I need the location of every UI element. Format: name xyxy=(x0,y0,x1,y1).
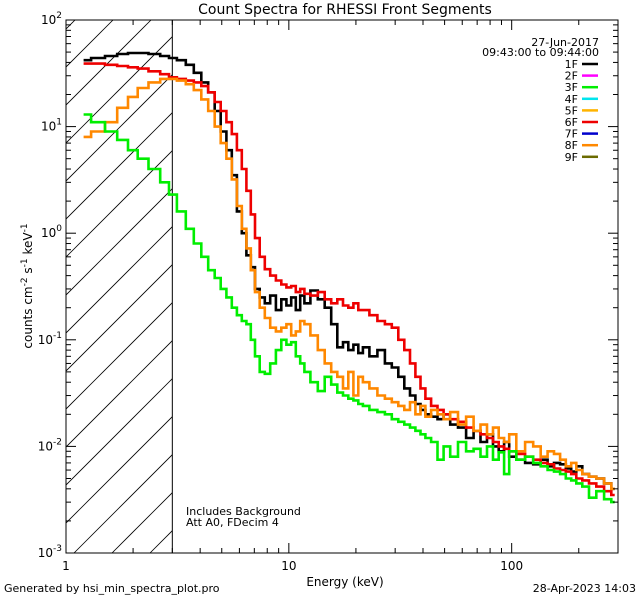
legend-label-5f: 5F xyxy=(565,104,578,117)
y-tick-label: 10-2 xyxy=(38,437,62,453)
hatch-line xyxy=(66,416,173,524)
y-tick-exponent: 0 xyxy=(56,224,62,234)
x-axis-ticks: 1 10 100 xyxy=(62,20,619,573)
hatch-line xyxy=(66,226,173,334)
hatch-line xyxy=(66,74,173,182)
legend-label-7f: 7F xyxy=(565,128,578,141)
data-series-group xyxy=(83,51,615,504)
y-tick-label: 101 xyxy=(41,118,62,134)
hatch-line xyxy=(66,112,173,220)
y-tick-base: 10 xyxy=(41,13,56,27)
hatch-line xyxy=(66,20,114,68)
legend-label-1f: 1F xyxy=(565,58,578,71)
excluded-region-hatch xyxy=(66,20,173,553)
chart-date: 27-Jun-2017 xyxy=(531,36,599,49)
series-line-1f xyxy=(83,51,615,491)
chart-time-range: 09:43:00 to 09:44:00 xyxy=(482,46,599,59)
legend-label-4f: 4F xyxy=(565,93,578,106)
hatch-line xyxy=(66,188,173,296)
series-line-3f xyxy=(83,113,615,504)
legend-label-6f: 6F xyxy=(565,116,578,129)
hatch-line xyxy=(66,378,173,486)
x-tick-label: 100 xyxy=(500,559,523,573)
annotation-attenuator: Att A0, FDecim 4 xyxy=(186,516,279,529)
y-tick-label: 10-1 xyxy=(38,331,62,347)
hatch-line xyxy=(66,150,173,258)
y-tick-exponent: -2 xyxy=(53,437,62,447)
y-tick-base: 10 xyxy=(38,439,53,453)
hatch-line xyxy=(66,36,173,144)
series-line-6f xyxy=(83,62,615,497)
legend-label-3f: 3F xyxy=(565,81,578,94)
hatch-line xyxy=(66,264,173,372)
x-tick-label: 10 xyxy=(281,559,296,573)
hatch-line xyxy=(66,302,173,410)
chart-title: Count Spectra for RHESSI Front Segments xyxy=(198,2,492,18)
y-tick-label: 102 xyxy=(41,11,62,27)
legend-label-2f: 2F xyxy=(565,70,578,83)
footer-generated-by: Generated by hsi_min_spectra_plot.pro xyxy=(4,582,220,595)
y-tick-base: 10 xyxy=(41,226,56,240)
y-axis-label-exp-2: -1 xyxy=(20,258,30,267)
y-tick-base: 10 xyxy=(38,546,53,560)
legend-label-8f: 8F xyxy=(565,139,578,152)
y-tick-exponent: 1 xyxy=(56,118,62,128)
y-axis-label-exp-3: -1 xyxy=(20,223,30,232)
y-tick-exponent: 2 xyxy=(56,11,62,21)
y-tick-exponent: -1 xyxy=(53,331,62,341)
legend-label-9f: 9F xyxy=(565,151,578,164)
y-axis-label-unit-3: keV xyxy=(21,232,35,259)
y-axis-label-unit-2: s xyxy=(21,267,35,277)
y-tick-label: 10-3 xyxy=(38,544,62,560)
annotation-background: Includes Background xyxy=(186,505,301,518)
footer-timestamp: 28-Apr-2023 14:03 xyxy=(532,582,636,595)
plot-frame xyxy=(65,19,619,554)
y-tick-label: 100 xyxy=(41,224,62,240)
x-tick-label: 1 xyxy=(62,559,70,573)
y-tick-base: 10 xyxy=(38,333,53,347)
y-axis-label-unit-1: counts cm xyxy=(21,286,35,348)
series-line-8f xyxy=(83,77,615,491)
y-axis-label: counts cm-2 s-1 keV-1 xyxy=(20,223,35,348)
y-tick-exponent: -3 xyxy=(53,544,62,554)
x-axis-label: Energy (keV) xyxy=(306,575,383,589)
y-axis-label-exp-1: -2 xyxy=(20,277,30,286)
y-tick-base: 10 xyxy=(41,120,56,134)
